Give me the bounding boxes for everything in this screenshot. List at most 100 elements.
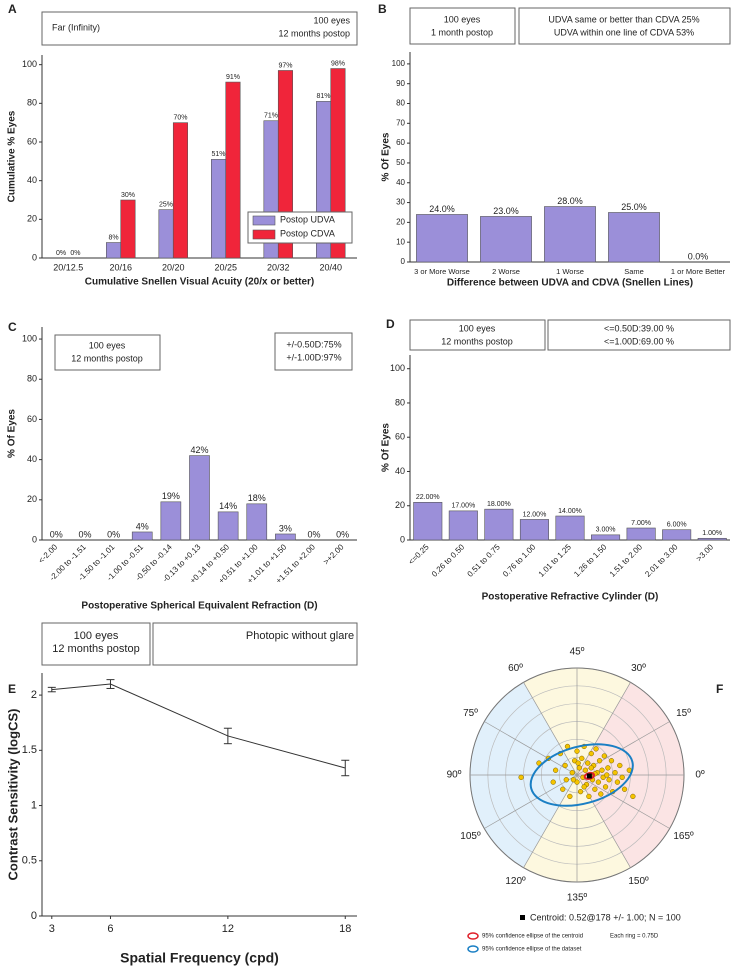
value-label: 18.00% — [487, 501, 511, 508]
y-tick-label: 90 — [396, 79, 405, 88]
scatter-point — [581, 784, 587, 790]
angle-label: 90º — [447, 770, 462, 781]
angle-label: 120º — [505, 876, 526, 887]
y-tick-label: 0 — [31, 910, 37, 922]
bar — [626, 527, 656, 541]
bar — [484, 508, 514, 541]
scatter-point — [630, 793, 636, 800]
bar — [697, 537, 727, 541]
scatter-point — [605, 765, 611, 771]
value-label: 7.00% — [631, 520, 651, 527]
value-label: 0% — [50, 529, 63, 539]
x-tick-label: Same — [624, 267, 644, 276]
scatter-point — [574, 748, 580, 754]
info-box — [518, 7, 731, 45]
x-tick-label: 3 or More Worse — [414, 267, 470, 276]
box-text: 100 eyes — [444, 14, 481, 24]
y-tick-label: 60 — [396, 138, 405, 147]
bar — [275, 533, 296, 541]
centroid — [586, 773, 592, 779]
value-label: 3.00% — [596, 527, 616, 534]
value-label: 25.0% — [621, 202, 647, 212]
y-tick-label: 80 — [396, 99, 405, 108]
x-tick-label: 0.51 to 0.75 — [466, 542, 503, 579]
scatter-point — [570, 777, 577, 783]
info-box — [152, 622, 358, 666]
error-bar — [106, 679, 115, 689]
y-axis-label: % Of Eyes — [381, 132, 392, 181]
scatter-point — [619, 774, 625, 781]
scatter-point — [577, 788, 584, 795]
centroid-text: Centroid: 0.52@178 +/- 1.00; N = 100 — [530, 912, 681, 922]
scatter-point — [585, 760, 591, 766]
bar — [106, 242, 122, 259]
scatter-point — [593, 746, 599, 752]
scatter-point — [552, 767, 559, 773]
y-tick-label: 40 — [395, 466, 405, 476]
bar — [555, 515, 585, 541]
error-bar — [341, 759, 350, 777]
box-text: 12 months postop — [278, 28, 350, 38]
legend-label: Postop UDVA — [280, 214, 335, 224]
scatter-point — [604, 772, 610, 778]
scatter-point — [518, 774, 524, 781]
scatter-point — [563, 777, 569, 783]
ring-note: Each ring = 0.75D — [610, 934, 659, 940]
x-tick-label: <=0.25 — [407, 542, 431, 566]
scatter-point — [592, 786, 598, 792]
legend-swatch — [252, 229, 276, 240]
value-label: 19% — [162, 491, 180, 501]
legend-label: 95% confidence ellipse of the centroid — [482, 934, 583, 940]
panel-letter: D — [386, 317, 395, 331]
y-tick-label: 50 — [396, 158, 405, 167]
value-label: 0% — [308, 529, 321, 539]
value-label: 12.00% — [523, 511, 547, 518]
value-label: 3% — [279, 523, 292, 533]
scatter-point — [588, 765, 594, 771]
y-tick-label: 0 — [401, 257, 406, 266]
y-tick-label: 10 — [396, 237, 405, 246]
box-text: 12 months postop — [71, 353, 143, 363]
value-label: 70% — [173, 115, 187, 122]
spoke — [576, 682, 631, 776]
scatter-point — [567, 793, 573, 800]
value-label: 0% — [56, 250, 66, 257]
box-text: 100 eyes — [313, 15, 350, 25]
info-box — [41, 622, 151, 666]
scatter-point — [550, 779, 556, 785]
x-tick-label: 20/20 — [162, 262, 185, 272]
scatter-point — [617, 762, 623, 769]
x-axis-label: Spatial Frequency (cpd) — [120, 950, 279, 966]
x-tick-label: >+2.00 — [322, 542, 346, 566]
box-text: +/-0.50D:75% — [286, 339, 341, 349]
x-tick-label: 1.01 to 1.25 — [537, 542, 574, 579]
x-tick-label: 1 Worse — [556, 267, 584, 276]
x-tick-label: <-2.00 — [37, 542, 60, 565]
x-tick-label: 1.26 to 1.50 — [572, 542, 609, 579]
value-label: 1.00% — [702, 530, 722, 537]
x-tick-label: 20/40 — [319, 262, 342, 272]
scatter-point — [586, 793, 592, 800]
value-label: 0% — [70, 250, 80, 257]
confidence-ellipse — [529, 743, 634, 807]
legend-ellipse — [467, 945, 479, 953]
panel-letter: E — [8, 682, 16, 696]
x-tick-label: 0.76 to 1.00 — [501, 542, 538, 579]
scatter-point — [606, 777, 612, 783]
scatter-point — [621, 786, 628, 792]
x-axis-label: Difference between UDVA and CDVA (Snelle… — [447, 278, 693, 289]
x-tick-label: 20/16 — [109, 262, 132, 272]
x-axis-label: Cumulative Snellen Visual Acuity (20/x o… — [85, 277, 315, 288]
y-tick-label: 0 — [32, 252, 37, 262]
box-text: 100 eyes — [89, 340, 126, 350]
y-tick-label: 0 — [32, 534, 37, 544]
info-box — [409, 319, 546, 351]
info-box — [41, 11, 358, 46]
y-tick-label: 20 — [27, 214, 37, 224]
legend-swatch — [252, 215, 276, 226]
info-box — [54, 334, 161, 371]
x-tick-label: 2 Worse — [492, 267, 520, 276]
bar — [189, 455, 210, 541]
